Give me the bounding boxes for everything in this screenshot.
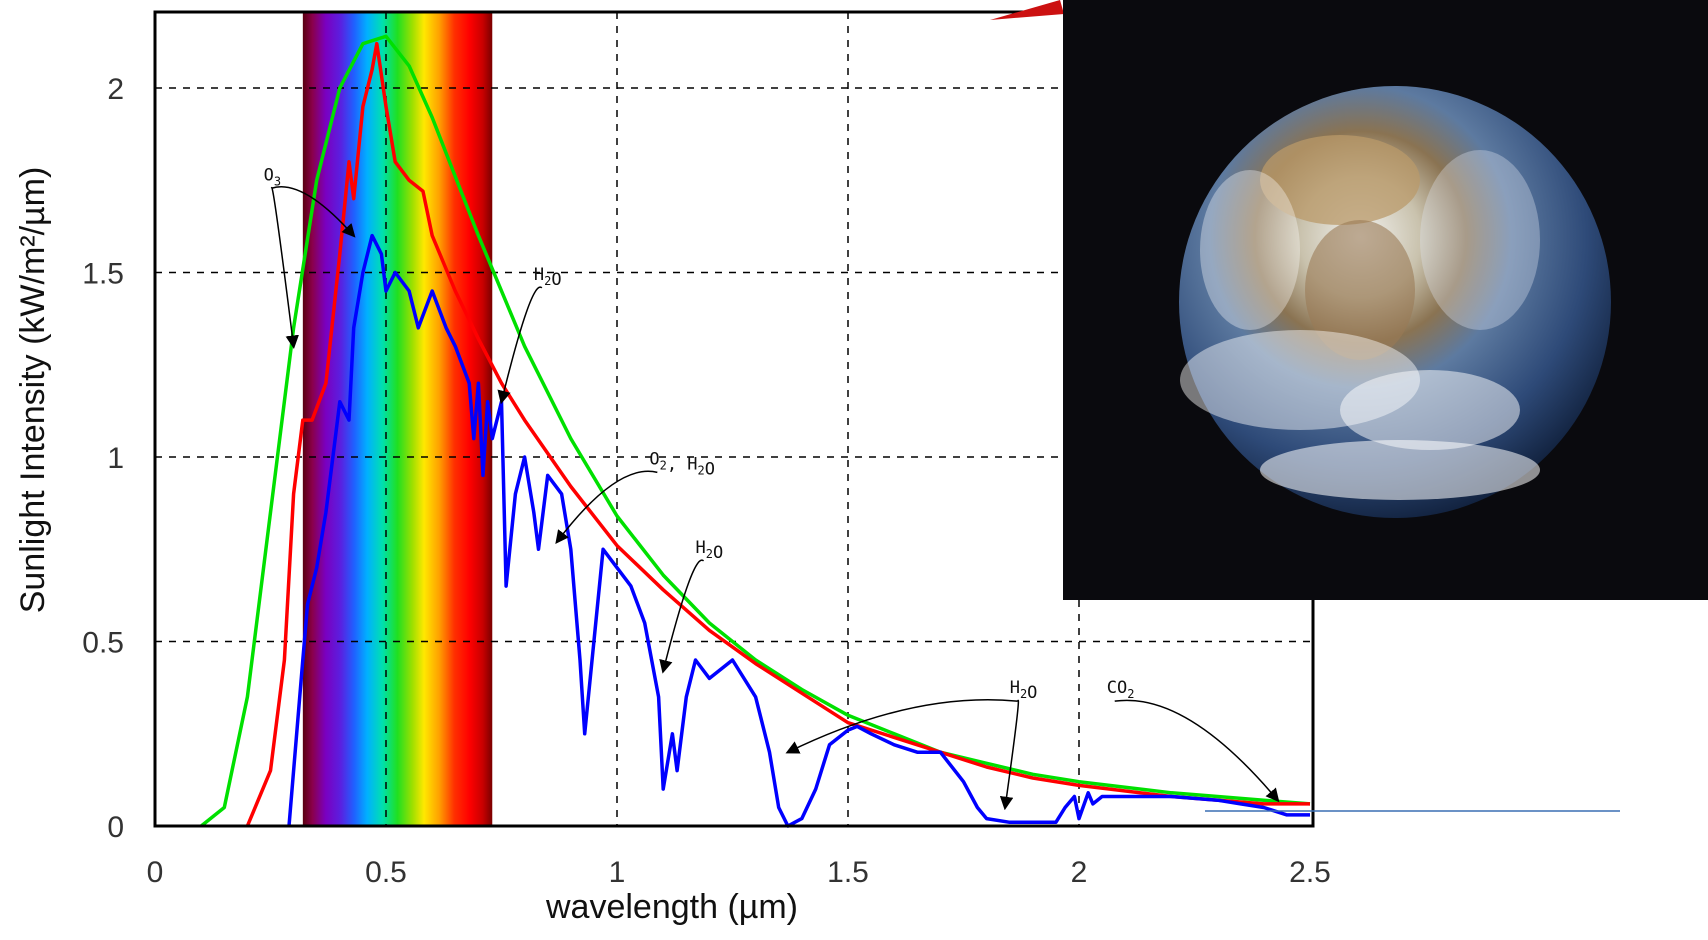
series-green-line: [200, 34, 1311, 828]
x-tick-label: 2: [1071, 856, 1088, 889]
series-layer: [200, 34, 1311, 828]
y-tick-label: 1.5: [82, 258, 124, 291]
annotation-arrow: [785, 699, 1018, 754]
annotation-label: H2O: [534, 265, 562, 290]
y-tick-label: 0: [107, 811, 124, 844]
y-axis-title: Sunlight Intensity (kW/m²/µm): [14, 167, 52, 614]
x-tick-label: 0.5: [365, 856, 407, 889]
x-tick-label: 1.5: [827, 856, 869, 889]
x-axis-title: wavelength (µm): [545, 888, 798, 926]
annotation-label: H2O: [1010, 678, 1038, 703]
annotation-label: O3: [264, 165, 281, 188]
tick-labels: 0 0.5 1 1.5 2 2.5 0 0.5 1 1.5 2: [82, 73, 1331, 889]
x-tick-label: 0: [147, 856, 164, 889]
series-blue-line: [287, 233, 1310, 828]
visible-spectrum-band: [302, 12, 493, 826]
red-pointer-icon: [990, 0, 1064, 20]
annotation-arrow: [659, 559, 705, 674]
annotation-label: H2O: [696, 538, 724, 563]
annotation-arrow: [271, 186, 356, 238]
absorption-annotations: O3 H2O O2, H2O H2O H2O CO2: [264, 165, 1280, 811]
x-tick-label: 1: [609, 856, 626, 889]
annotation-arrow: [999, 699, 1020, 811]
y-tick-label: 0.5: [82, 627, 124, 660]
annotation-arrow: [555, 470, 658, 545]
annotation-arrow: [497, 286, 543, 405]
annotation-label: CO2: [1107, 678, 1135, 701]
x-tick-label: 2.5: [1289, 856, 1331, 889]
annotation-arrow: [270, 186, 299, 349]
y-tick-label: 2: [107, 73, 124, 106]
annotation-arrow: [1114, 699, 1280, 803]
y-tick-label: 1: [107, 442, 124, 475]
annotation-label: O2, H2O: [649, 449, 715, 479]
earth-photo: [1063, 0, 1708, 600]
